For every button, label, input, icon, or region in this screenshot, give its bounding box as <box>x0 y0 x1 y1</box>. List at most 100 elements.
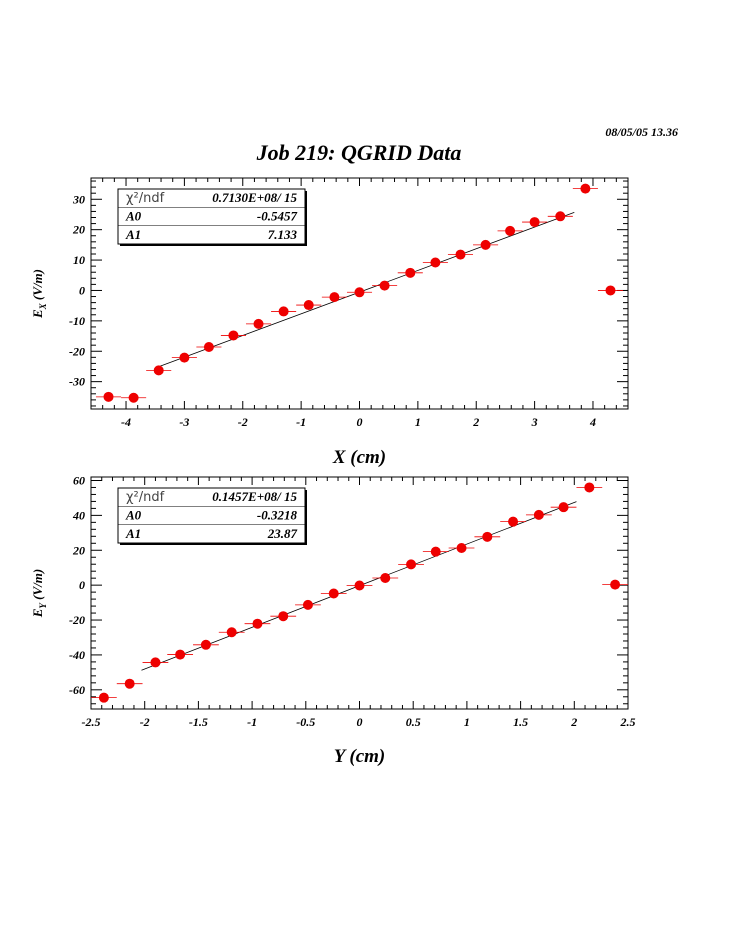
data-point <box>379 280 390 291</box>
stats-label: A1 <box>125 227 141 242</box>
figure-title: Job 219: QGRID Data <box>256 140 462 165</box>
data-point <box>482 531 493 542</box>
y-tick-label: 0 <box>79 283 85 297</box>
y-tick-label: 40 <box>72 508 85 522</box>
data-point <box>103 391 114 402</box>
data-point <box>252 618 263 629</box>
plot-panel-ey: -2.5 -2 -1.5 -1 -0.5 0 0.5 1 1.5 2 2.5 -60 -40 -20 0 20… <box>30 473 636 767</box>
x-tick-label: -0.5 <box>296 715 315 729</box>
y-tick-label: -40 <box>69 648 85 662</box>
x-tick-label: -2 <box>140 715 150 729</box>
stats-value: -0.3218 <box>257 508 298 523</box>
y-axis-label-sub: Y <box>38 602 48 609</box>
data-point <box>580 183 591 194</box>
x-tick-label: 3 <box>531 415 538 429</box>
data-point <box>508 516 519 527</box>
data-point <box>533 509 544 520</box>
y-tick-label: 60 <box>73 473 85 487</box>
y-tick-label: 20 <box>72 543 85 557</box>
data-point <box>605 285 616 296</box>
stats-label: A1 <box>125 526 141 541</box>
y-tick-label: -60 <box>69 683 85 697</box>
stats-value: 7.133 <box>268 227 298 242</box>
stats-value: 23.87 <box>267 526 298 541</box>
data-point <box>226 627 237 638</box>
data-point <box>175 649 186 660</box>
y-axis-label-sub: X <box>38 302 48 310</box>
x-tick-label: 2.5 <box>620 715 636 729</box>
x-tick-label: 2 <box>570 715 577 729</box>
y-tick-label: -10 <box>69 314 85 328</box>
timestamp: 08/05/05 13.36 <box>605 125 678 139</box>
x-axis-label: Y (cm) <box>334 746 386 767</box>
data-point <box>584 482 595 493</box>
stats-label: A0 <box>125 209 142 224</box>
x-tick-label: 1.5 <box>513 715 528 729</box>
stats-label: A0 <box>125 508 142 523</box>
data-point <box>253 318 264 329</box>
x-axis-label: X (cm) <box>332 447 386 468</box>
data-point <box>153 365 164 376</box>
data-point <box>354 287 365 298</box>
data-point <box>203 341 214 352</box>
data-point <box>558 502 569 513</box>
data-point <box>529 217 540 228</box>
y-axis-label: EY (V/m) <box>30 569 48 618</box>
x-tick-label: 0 <box>357 415 363 429</box>
data-point <box>456 542 467 553</box>
data-point <box>278 306 289 317</box>
stats-value: -0.5457 <box>257 209 298 224</box>
data-point <box>406 559 417 570</box>
x-tick-label: -1.5 <box>189 715 208 729</box>
x-tick-label: 2 <box>472 415 479 429</box>
x-tick-label: 0.5 <box>406 715 421 729</box>
stats-label: χ²/ndf <box>126 490 165 505</box>
x-tick-label: -2.5 <box>82 715 101 729</box>
y-axis-label-main: E <box>30 608 45 618</box>
stats-box <box>117 188 306 245</box>
y-tick-label: -20 <box>69 344 85 358</box>
x-tick-label: -2 <box>238 415 248 429</box>
y-tick-label: 0 <box>79 578 85 592</box>
data-point <box>98 692 109 703</box>
x-tick-label: 1 <box>464 715 470 729</box>
stats-value: 0.1457E+08/ 15 <box>212 489 297 504</box>
data-point <box>480 239 491 250</box>
y-tick-label: -20 <box>69 613 85 627</box>
data-point <box>200 639 211 650</box>
data-point <box>328 588 339 599</box>
stats-box <box>117 487 306 544</box>
x-tick-label: -1 <box>247 715 257 729</box>
x-tick-label: 0 <box>357 715 363 729</box>
x-tick-label: 4 <box>589 415 596 429</box>
data-point <box>430 546 441 557</box>
y-tick-label: 30 <box>72 192 85 206</box>
y-tick-label: 20 <box>72 223 85 237</box>
data-point <box>455 249 466 260</box>
x-tick-label: 1 <box>415 415 421 429</box>
data-point <box>354 580 365 591</box>
y-axis-label-main: E <box>30 309 45 319</box>
data-point <box>430 257 441 268</box>
data-point <box>380 572 391 583</box>
data-point <box>329 292 340 303</box>
y-axis-label: EX (V/m) <box>30 269 48 319</box>
y-axis-label-unit: (V/m) <box>30 569 45 603</box>
y-axis-label-unit: (V/m) <box>30 269 45 303</box>
data-point <box>278 611 289 622</box>
data-point <box>303 300 314 311</box>
data-point <box>150 657 161 668</box>
data-point <box>302 599 313 610</box>
data-point <box>505 225 516 236</box>
y-tick-label: -30 <box>69 375 85 389</box>
stats-value: 0.7130E+08/ 15 <box>212 190 297 205</box>
data-point <box>128 392 139 403</box>
data-point <box>124 678 135 689</box>
x-tick-label: -1 <box>296 415 306 429</box>
stats-label: χ²/ndf <box>126 191 165 206</box>
data-point <box>405 267 416 278</box>
data-point <box>228 330 239 341</box>
data-point <box>555 211 566 222</box>
x-tick-label: -4 <box>121 415 131 429</box>
